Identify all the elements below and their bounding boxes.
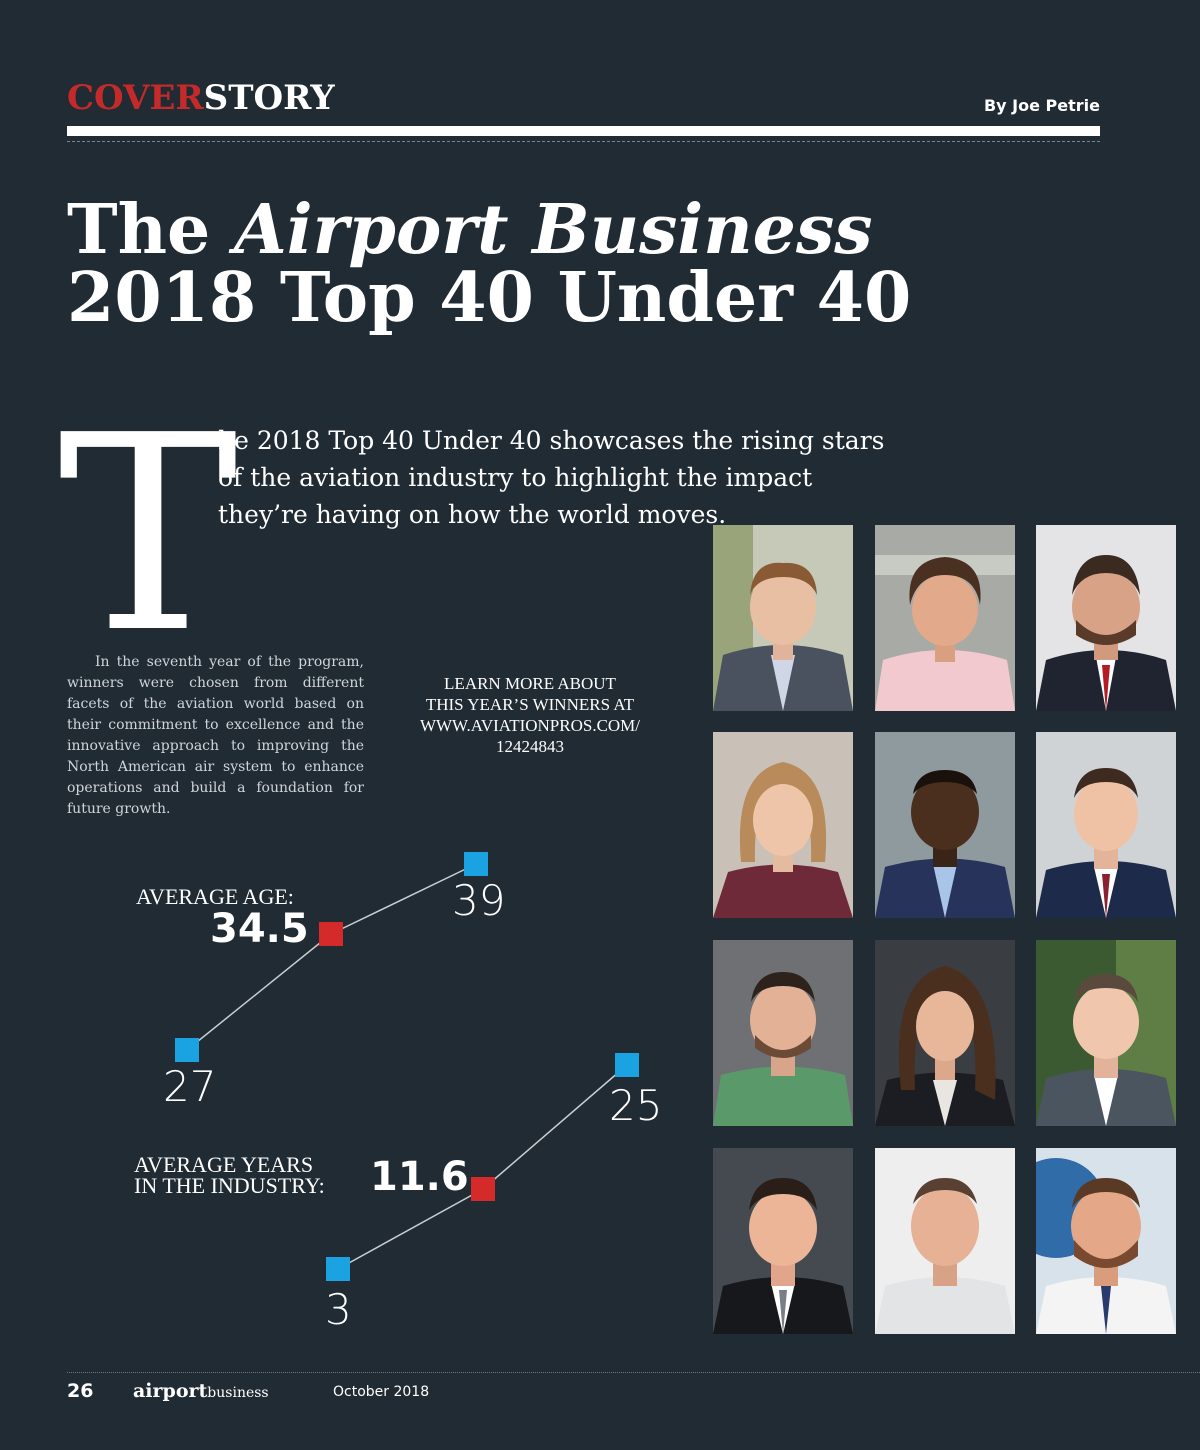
section-tag-cover: COVER xyxy=(67,78,204,118)
years-max-value: 25 xyxy=(609,1081,663,1130)
title-line1-italic: Airport Business xyxy=(233,190,873,270)
average-age-label: AVERAGE AGE: xyxy=(136,884,294,909)
headshot-10 xyxy=(713,1148,853,1334)
headshot-9 xyxy=(1036,940,1176,1126)
years-line-upper xyxy=(482,1064,628,1190)
age-max-value: 39 xyxy=(452,876,506,925)
headshot-4 xyxy=(713,732,853,918)
title-line1-plain: The xyxy=(67,190,234,270)
average-years-label: AVERAGE YEARS IN THE INDUSTRY: xyxy=(134,1152,325,1198)
headshot-11 xyxy=(875,1148,1015,1334)
age-min-marker xyxy=(175,1038,199,1062)
magazine-logo-bold: airport xyxy=(133,1380,208,1402)
age-max-marker xyxy=(464,852,488,876)
average-age-value: 34.5 xyxy=(210,906,309,952)
title-line2: 2018 Top 40 Under 40 xyxy=(67,258,912,338)
magazine-logo: airportbusiness xyxy=(133,1380,269,1402)
section-tag-story: STORY xyxy=(203,78,335,118)
footer-dotted-divider xyxy=(67,1372,1200,1373)
headshot-6 xyxy=(1036,732,1176,918)
average-years-label-line1: AVERAGE YEARS xyxy=(134,1152,314,1177)
headshot-8 xyxy=(875,940,1015,1126)
headshot-3 xyxy=(1036,525,1176,711)
issue-date: October 2018 xyxy=(333,1384,430,1400)
learn-more-url[interactable]: WWW.AVIATIONPROS.COM/ xyxy=(419,716,641,735)
headshot-7 xyxy=(713,940,853,1126)
byline: By Joe Petrie xyxy=(983,96,1100,115)
header-dotted-divider xyxy=(67,141,1100,142)
average-years-value: 11.6 xyxy=(370,1154,469,1200)
lede-paragraph: he 2018 Top 40 Under 40 showcases the ri… xyxy=(218,426,885,529)
headshot-2 xyxy=(875,525,1015,711)
header-rule xyxy=(67,126,1100,136)
headshot-5 xyxy=(875,732,1015,918)
years-max-marker xyxy=(615,1053,639,1077)
learn-more-line2: THIS YEAR’S WINNERS AT xyxy=(425,695,635,714)
age-avg-marker xyxy=(319,922,343,946)
drop-cap: T xyxy=(58,377,239,692)
years-avg-marker xyxy=(471,1177,495,1201)
headshot-1 xyxy=(713,525,853,711)
learn-more-url-id[interactable]: 12424843 xyxy=(496,737,564,756)
section-tag: COVERSTORY xyxy=(67,78,335,118)
average-years-label-line2: IN THE INDUSTRY: xyxy=(134,1173,325,1198)
headshot-12 xyxy=(1036,1148,1176,1334)
years-min-marker xyxy=(326,1257,350,1281)
learn-more-line1: LEARN MORE ABOUT xyxy=(444,674,616,693)
page-number: 26 xyxy=(67,1380,94,1402)
age-min-value: 27 xyxy=(163,1062,217,1111)
intro-body-text: In the seventh year of the program, winn… xyxy=(67,654,364,817)
years-min-value: 3 xyxy=(325,1285,352,1334)
years-line-lower xyxy=(337,1188,484,1270)
learn-more-callout: LEARN MORE ABOUT THIS YEAR’S WINNERS AT … xyxy=(400,673,660,757)
article-title: The Airport Business 2018 Top 40 Under 4… xyxy=(67,196,1147,332)
magazine-logo-light: business xyxy=(207,1385,269,1401)
